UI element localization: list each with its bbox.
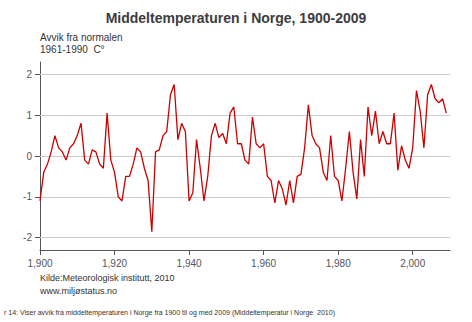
svg-text:Middeltemperaturen i Norge, 19: Middeltemperaturen i Norge, 1900-2009 [106,10,367,26]
svg-text:0: 0 [26,151,32,162]
svg-text:-1: -1 [23,191,32,202]
svg-text:-2: -2 [23,232,32,243]
svg-text:Kilde:Meteorologisk institutt,: Kilde:Meteorologisk institutt, 2010 [40,273,175,283]
svg-text:2: 2 [26,69,32,80]
svg-text:1,940: 1,940 [177,258,202,269]
svg-text:www.miljøstatus.no: www.miljøstatus.no [39,286,117,296]
svg-text:1,900: 1,900 [27,258,52,269]
svg-text:1: 1 [26,110,32,121]
svg-text:2,000: 2,000 [400,258,425,269]
svg-text:1,920: 1,920 [102,258,127,269]
svg-text:1,960: 1,960 [251,258,276,269]
svg-text:Avvik fra normalen: Avvik fra normalen [40,32,123,43]
svg-text:r 14: Viser avvik fra middelte: r 14: Viser avvik fra middeltemperaturen… [4,309,335,317]
svg-text:1,980: 1,980 [326,258,351,269]
svg-text:1961-1990 C°: 1961-1990 C° [40,44,105,55]
